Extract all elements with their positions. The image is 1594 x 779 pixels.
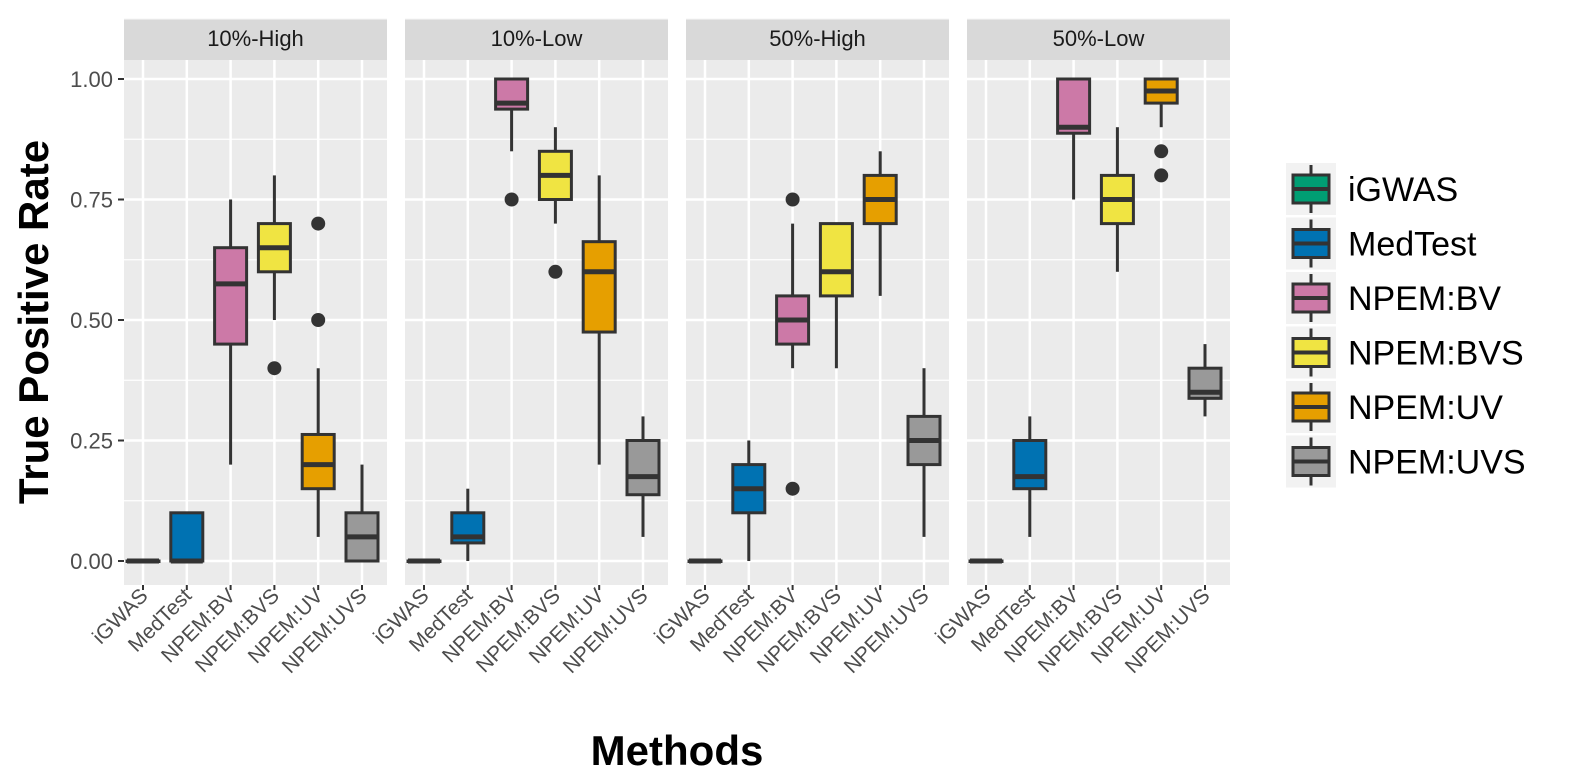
legend-label: NPEM:UV	[1348, 389, 1503, 427]
y-tick-label: 1.00	[70, 67, 113, 92]
box-body	[818, 222, 854, 298]
legend-item: MedTest	[1286, 217, 1477, 270]
box-medtest	[1012, 416, 1048, 537]
box-npem-bv	[494, 77, 530, 207]
box-body	[625, 439, 661, 497]
box-npem-uv	[862, 151, 898, 296]
box-igwas	[125, 558, 161, 564]
box-medtest	[169, 511, 205, 564]
box-npem-uv	[1143, 77, 1179, 183]
box-npem-uvs	[344, 464, 380, 563]
facet-title: 10%-High	[207, 26, 304, 51]
outlier-point	[785, 192, 800, 207]
y-axis: 0.00 0.25 0.50 0.75 1.00	[70, 67, 124, 574]
legend-label: NPEM:BVS	[1348, 335, 1524, 373]
facet-panel: 50%-LowiGWASMedTestNPEM:BVNPEM:BVSNPEM:U…	[931, 18, 1230, 678]
facet-panel: 50%-HighiGWASMedTestNPEM:BVNPEM:BVSNPEM:…	[650, 18, 949, 678]
outlier-point	[311, 313, 326, 327]
y-tick-label: 0.75	[70, 188, 113, 213]
facet-strip	[967, 18, 1230, 60]
outlier-point	[267, 361, 282, 376]
box-npem-bvs	[256, 175, 292, 376]
box-npem-uv	[581, 175, 617, 465]
legend-item: NPEM:BVS	[1286, 326, 1524, 379]
box-npem-bvs	[1099, 127, 1135, 272]
box-npem-bv	[1056, 77, 1092, 200]
facet-title: 50%-High	[769, 26, 866, 51]
box-npem-uv	[300, 216, 336, 537]
y-tick-label: 0.50	[70, 308, 113, 333]
box-npem-bvs	[537, 127, 573, 279]
facet-panels: 10%-HighiGWASMedTestNPEM:BVNPEM:BVSNPEM:…	[88, 18, 1230, 678]
box-body	[1012, 439, 1048, 491]
outlier-point	[1154, 144, 1169, 159]
box-npem-bv	[213, 199, 249, 465]
legend-label: NPEM:BV	[1348, 280, 1501, 318]
facet-strip	[405, 18, 668, 60]
box-igwas	[406, 558, 442, 564]
facet-title: 10%-Low	[491, 26, 583, 51]
box-npem-uvs	[1187, 344, 1223, 417]
y-axis-title: True Positive Rate	[10, 140, 57, 504]
legend-label: iGWAS	[1348, 171, 1458, 209]
legend-item: NPEM:UVS	[1286, 435, 1526, 488]
panel-background	[405, 60, 668, 585]
legend-item: NPEM:UV	[1286, 381, 1503, 433]
outlier-point	[1154, 168, 1169, 183]
panel-background	[124, 60, 387, 585]
y-tick-label: 0.00	[70, 549, 113, 574]
outlier-point	[548, 264, 563, 279]
box-body	[213, 246, 249, 346]
box-npem-uvs	[625, 416, 661, 537]
x-axis-title: Methods	[591, 727, 764, 774]
box-body	[581, 240, 617, 334]
legend: iGWAS MedTest NPEM:BV NPEM:BVS NPEM:UV NPEM:U…	[1284, 160, 1526, 490]
box-body	[169, 511, 205, 563]
box-body	[1056, 77, 1092, 135]
box-npem-uvs	[906, 368, 942, 537]
y-tick-label: 0.25	[70, 429, 113, 454]
legend-item: NPEM:BV	[1286, 272, 1501, 324]
facet-panel: 10%-HighiGWASMedTestNPEM:BVNPEM:BVSNPEM:…	[88, 18, 387, 678]
legend-label: NPEM:UVS	[1348, 444, 1526, 482]
box-igwas	[687, 558, 723, 564]
outlier-point	[785, 481, 800, 496]
legend-label: MedTest	[1348, 226, 1477, 264]
box-body	[300, 432, 336, 491]
facet-strip	[686, 18, 949, 60]
box-npem-bv	[775, 192, 811, 496]
facet-panel: 10%-LowiGWASMedTestNPEM:BVNPEM:BVSNPEM:U…	[369, 18, 668, 678]
facet-strip	[124, 18, 387, 60]
panel-background	[686, 60, 949, 585]
box-igwas	[968, 558, 1004, 564]
outlier-point	[504, 192, 519, 207]
outlier-point	[311, 216, 326, 231]
panel-background	[967, 60, 1230, 585]
box-medtest	[731, 440, 767, 561]
box-npem-bvs	[818, 222, 854, 369]
facet-title: 50%-Low	[1053, 26, 1145, 51]
box-medtest	[450, 488, 486, 561]
legend-item: iGWAS	[1286, 163, 1458, 215]
legend-background	[1284, 160, 1286, 490]
